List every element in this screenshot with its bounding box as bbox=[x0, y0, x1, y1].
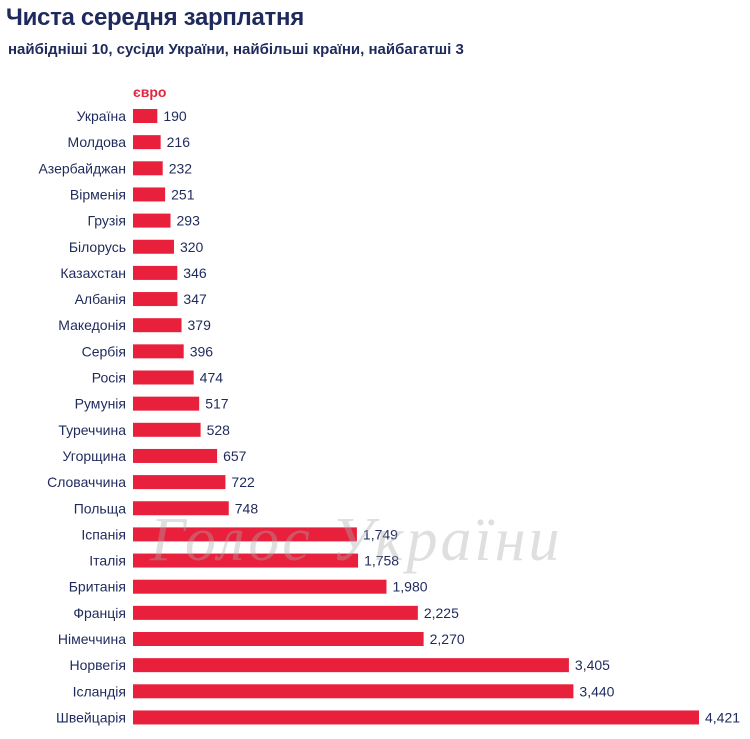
bar bbox=[133, 448, 218, 463]
value-label: 190 bbox=[163, 108, 187, 124]
category-label: Росія bbox=[92, 370, 126, 386]
value-label: 347 bbox=[183, 291, 207, 307]
bar bbox=[133, 213, 171, 228]
category-label: Швейцарія bbox=[56, 709, 126, 725]
bar bbox=[133, 187, 166, 202]
category-label: Туреччина bbox=[58, 422, 126, 438]
bar bbox=[133, 109, 158, 123]
watermark: Голос України bbox=[150, 506, 563, 574]
category-label: Італія bbox=[89, 553, 126, 569]
value-label: 2,225 bbox=[424, 605, 459, 621]
value-label: 4,421 bbox=[705, 709, 740, 725]
value-label: 528 bbox=[207, 422, 231, 438]
bar bbox=[133, 632, 424, 646]
chart-title: Чиста середня зарплатня bbox=[6, 4, 304, 31]
category-label: Казахстан bbox=[60, 265, 126, 281]
bar bbox=[133, 710, 699, 725]
bar bbox=[133, 684, 574, 699]
value-label: 346 bbox=[183, 265, 207, 281]
bar bbox=[133, 605, 418, 620]
bar bbox=[133, 370, 194, 385]
value-label: 657 bbox=[223, 448, 247, 464]
category-label: Македонія bbox=[58, 317, 126, 333]
bar bbox=[133, 318, 182, 333]
bar bbox=[133, 501, 229, 516]
bar bbox=[133, 161, 163, 176]
category-label: Румунія bbox=[75, 396, 126, 412]
value-label: 748 bbox=[235, 500, 259, 516]
bar bbox=[133, 475, 226, 490]
value-label: 216 bbox=[167, 134, 191, 150]
value-label: 396 bbox=[190, 343, 214, 359]
value-label: 251 bbox=[171, 186, 195, 202]
value-label: 474 bbox=[200, 370, 224, 386]
value-label: 1,758 bbox=[364, 553, 399, 569]
value-label: 722 bbox=[231, 474, 255, 490]
value-label: 293 bbox=[177, 213, 201, 229]
value-label: 3,440 bbox=[579, 683, 614, 699]
category-label: Іспанія bbox=[81, 526, 126, 542]
value-label: 1,749 bbox=[363, 526, 398, 542]
category-label: Вірменія bbox=[70, 186, 126, 202]
value-label: 379 bbox=[188, 317, 212, 333]
chart-subtitle: найбідніші 10, сусіди України, найбільші… bbox=[8, 41, 464, 58]
bar bbox=[133, 579, 387, 594]
category-label: Молдова bbox=[68, 134, 127, 150]
value-label: 517 bbox=[205, 396, 229, 412]
bar bbox=[133, 658, 569, 673]
unit-label: євро bbox=[133, 84, 167, 100]
bar bbox=[133, 265, 178, 280]
bar bbox=[133, 553, 359, 568]
bar bbox=[133, 239, 174, 254]
category-label: Словаччина bbox=[47, 474, 126, 490]
bar bbox=[133, 344, 184, 359]
category-label: Франція bbox=[73, 605, 126, 621]
category-label: Сербія bbox=[82, 343, 126, 359]
category-label: Україна bbox=[77, 108, 127, 124]
bar bbox=[133, 292, 178, 307]
category-label: Польща bbox=[74, 500, 127, 516]
category-label: Угорщина bbox=[63, 448, 127, 464]
category-label: Ісландія bbox=[73, 683, 126, 699]
bar bbox=[133, 396, 200, 411]
category-label: Азербайджан bbox=[38, 160, 126, 176]
value-label: 1,980 bbox=[392, 579, 427, 595]
category-label: Албанія bbox=[75, 291, 126, 307]
bar bbox=[133, 135, 161, 150]
value-label: 232 bbox=[169, 160, 193, 176]
value-label: 320 bbox=[180, 239, 204, 255]
category-label: Білорусь bbox=[69, 239, 126, 255]
value-label: 3,405 bbox=[575, 657, 610, 673]
bar bbox=[133, 422, 201, 437]
category-label: Британія bbox=[69, 579, 126, 595]
category-label: Грузія bbox=[87, 213, 126, 229]
category-label: Німеччина bbox=[58, 631, 126, 647]
value-label: 2,270 bbox=[430, 631, 465, 647]
category-label: Норвегія bbox=[69, 657, 126, 673]
bar bbox=[133, 527, 357, 542]
